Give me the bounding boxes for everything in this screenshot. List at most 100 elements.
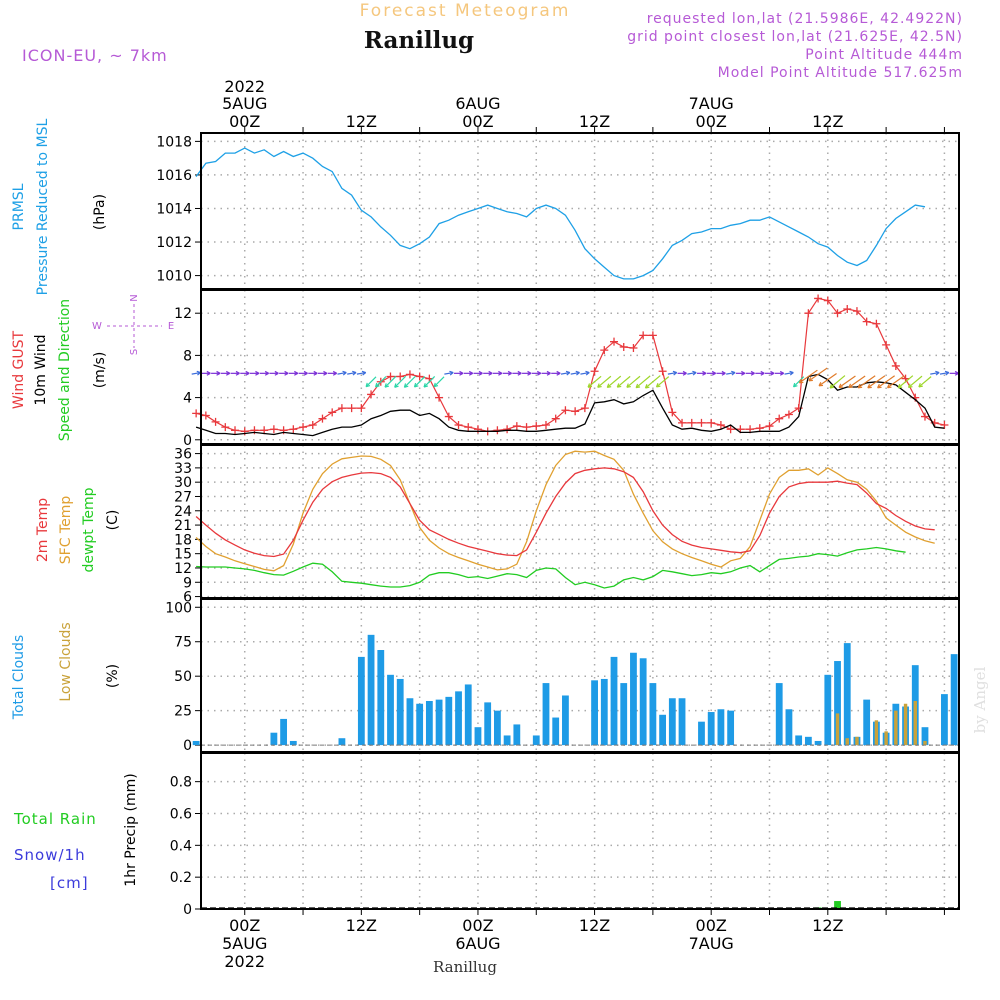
wind-arrowhead	[838, 383, 844, 389]
wind-arrowhead	[750, 370, 755, 376]
location-title: Ranillug	[364, 27, 474, 54]
wind-arrow	[784, 371, 794, 375]
total-cloud-bar	[425, 701, 433, 746]
total-cloud-bar	[921, 727, 929, 746]
wind-arrowhead	[741, 370, 746, 376]
wind-arrowhead	[255, 370, 260, 376]
y-tick-label: 0.8	[170, 775, 192, 791]
wind-arrow	[829, 375, 846, 389]
wind-arrowhead	[575, 370, 580, 376]
gust-marker	[561, 406, 570, 415]
wind-arrow	[384, 375, 397, 388]
gust-marker	[707, 418, 716, 427]
dewpt-line	[196, 546, 906, 589]
wind-arrowhead	[918, 382, 923, 388]
wind-arrowhead	[332, 370, 337, 376]
gust-marker	[590, 367, 599, 376]
compass-rose: N S W E	[92, 294, 174, 355]
total-cloud-bar	[717, 709, 725, 746]
gust-marker	[823, 296, 832, 305]
snow-label: Snow/1h	[14, 846, 86, 864]
wind-arrowhead	[517, 370, 522, 376]
top-date-label: 6AUG	[455, 94, 500, 113]
top-time-label: 00Z	[229, 112, 260, 131]
gust-marker	[716, 421, 725, 430]
pressure-labels: PRMSL Pressure Reduced to MSL (hPa)	[11, 118, 108, 295]
gust-marker	[269, 425, 278, 434]
wind-arrowhead	[760, 370, 765, 376]
total-cloud-bar	[435, 699, 443, 746]
model-altitude: Model Point Altitude 517.625m	[718, 65, 963, 81]
total-cloud-bar	[396, 678, 404, 746]
bottom-time-label: 12Z	[579, 916, 610, 935]
wind-arrowhead	[779, 370, 785, 376]
wind-arrowhead	[375, 382, 380, 388]
wind-arrow	[918, 376, 932, 388]
wind-arrowhead	[808, 376, 813, 382]
gust-marker	[862, 317, 871, 326]
wind-arrowhead	[361, 370, 367, 376]
top-year-label: 2022	[224, 77, 265, 96]
total-cloud-bar	[406, 698, 414, 746]
total-cloud-bar	[600, 678, 608, 746]
wind-arrowhead	[527, 370, 532, 376]
gust-marker	[580, 404, 589, 413]
wind-arrowhead	[556, 370, 561, 376]
total-cloud-bar	[824, 674, 832, 746]
wind-arrowhead	[935, 370, 940, 376]
top-time-label: 12Z	[579, 112, 610, 131]
gust-marker	[386, 372, 395, 381]
precip-unit: 1hr Precip (mm)	[123, 773, 139, 886]
total-cloud-bar	[775, 683, 783, 746]
gust-marker	[435, 393, 444, 402]
wind-arrowhead	[423, 383, 429, 388]
temp-labels: 2m Temp SFC Temp dewpt Temp (C)	[35, 487, 121, 572]
y-tick-label: 0	[183, 902, 192, 918]
wind-arrow	[394, 375, 407, 388]
total-cloud-bar	[863, 699, 871, 746]
gust-marker	[318, 414, 327, 423]
gust-marker	[678, 418, 687, 427]
wind-arrow	[667, 371, 677, 375]
top-time-label: 12Z	[812, 112, 843, 131]
wind-arrow	[337, 371, 347, 375]
wind-arrow	[645, 375, 661, 389]
low-cloud-bar	[835, 713, 840, 746]
total-cloud-bar	[367, 634, 375, 746]
wind-arrow	[587, 375, 602, 388]
bottom-time-label: 00Z	[229, 916, 260, 935]
wind-arrowhead	[459, 370, 464, 376]
snow-unit: [cm]	[50, 874, 89, 892]
precip-labels: Total Rain Snow/1h [cm] 1hr Precip (mm)	[13, 773, 139, 892]
low-cloud-bar	[874, 720, 879, 746]
y-tick-label: 0.4	[170, 838, 192, 854]
wind-arrowhead	[721, 370, 726, 376]
gust-marker	[687, 418, 696, 427]
top-time-label: 00Z	[462, 112, 493, 131]
gust-marker	[541, 421, 550, 430]
bottom-year-label: 2022	[224, 952, 265, 971]
wind-arrow	[635, 375, 651, 389]
y-tick-label: 30	[174, 475, 192, 491]
wind-arrowhead	[342, 370, 347, 376]
wind-arrow	[793, 376, 805, 388]
wind-arrow	[626, 375, 641, 388]
wind-arrow	[656, 376, 670, 388]
wind-arrowhead	[818, 381, 824, 387]
total-cloud-bar	[610, 656, 618, 746]
bottom-time-label: 00Z	[696, 916, 727, 935]
wind-arrowhead	[352, 370, 357, 376]
temp2m-line	[195, 467, 935, 558]
total-cloud-bar	[785, 709, 793, 746]
wind-unit: (m/s)	[92, 352, 108, 389]
total-cloud-bar	[387, 674, 394, 746]
wind-arrowhead	[789, 370, 794, 376]
credit: by Angel	[971, 666, 989, 733]
point-altitude: Point Altitude 444m	[805, 47, 963, 63]
wind-arrow	[818, 373, 837, 387]
wind-arrowhead	[907, 383, 913, 389]
wind-arrowhead	[606, 383, 612, 389]
gust-marker	[289, 425, 298, 434]
gust-marker	[571, 407, 580, 416]
